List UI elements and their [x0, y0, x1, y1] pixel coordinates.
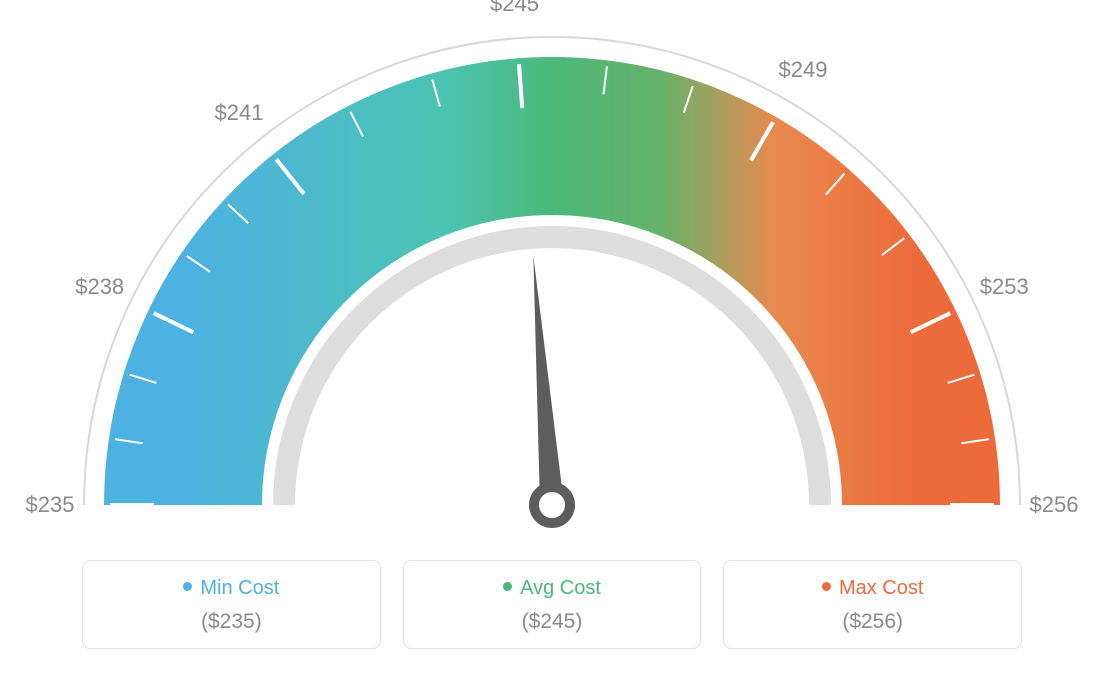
- legend-card-avg: Avg Cost ($245): [403, 560, 702, 649]
- gauge-tick-label: $253: [980, 274, 1029, 300]
- gauge-tick-label: $241: [215, 100, 264, 126]
- dot-icon: [503, 582, 512, 591]
- gauge-tick-label: $238: [75, 274, 124, 300]
- legend-value-min: ($235): [93, 610, 370, 634]
- legend-title-min: Min Cost: [93, 577, 370, 600]
- legend-label: Max Cost: [839, 577, 923, 599]
- legend-row: Min Cost ($235) Avg Cost ($245) Max Cost…: [82, 560, 1022, 649]
- gauge-tick-label: $245: [490, 0, 539, 17]
- gauge-tick-label: $256: [1030, 492, 1079, 518]
- cost-gauge: $235 $238 $241 $245 $249 $253 $256: [0, 0, 1104, 560]
- gauge-svg: [0, 0, 1104, 560]
- gauge-tick-label: $235: [26, 492, 75, 518]
- legend-value-avg: ($245): [414, 610, 691, 634]
- legend-title-max: Max Cost: [734, 577, 1011, 600]
- dot-icon: [183, 582, 192, 591]
- legend-label: Avg Cost: [520, 577, 601, 599]
- gauge-tick-label: $249: [779, 57, 828, 83]
- legend-title-avg: Avg Cost: [414, 577, 691, 600]
- legend-label: Min Cost: [200, 577, 279, 599]
- legend-card-min: Min Cost ($235): [82, 560, 381, 649]
- dot-icon: [822, 582, 831, 591]
- legend-value-max: ($256): [734, 610, 1011, 634]
- legend-card-max: Max Cost ($256): [723, 560, 1022, 649]
